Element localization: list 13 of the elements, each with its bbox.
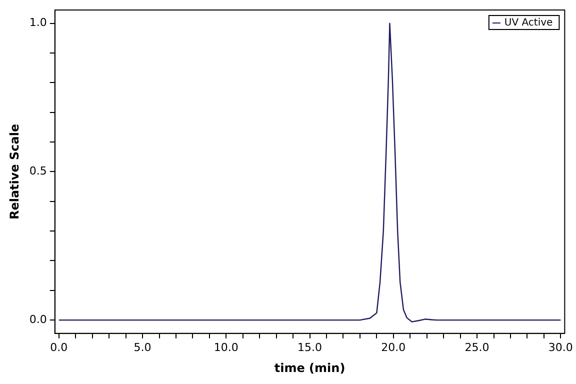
x-tick-label: 20.0 — [381, 340, 406, 354]
legend-label: UV Active — [504, 18, 553, 29]
x-tick-label: 0.0 — [50, 340, 68, 354]
y-tick-label: 0.0 — [29, 312, 47, 326]
x-tick-label: 10.0 — [214, 340, 238, 354]
x-tick-label: 15.0 — [298, 340, 322, 354]
x-tick-label: 30.0 — [548, 340, 573, 354]
x-tick-label: 25.0 — [464, 340, 490, 354]
x-axis-title: time (min) — [274, 360, 346, 375]
y-axis-title: Relative Scale — [7, 124, 22, 220]
y-tick-label: 0.5 — [29, 164, 47, 178]
y-tick-label: 1.0 — [29, 16, 47, 30]
x-tick-label: 5.0 — [134, 340, 152, 354]
